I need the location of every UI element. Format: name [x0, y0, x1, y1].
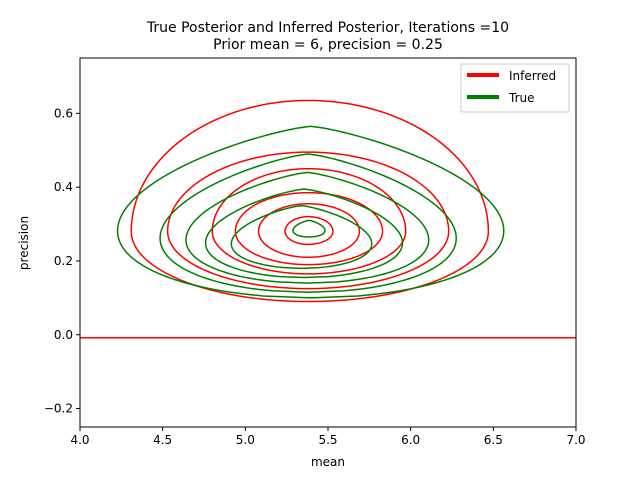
chart-subtitle: Prior mean = 6, precision = 0.25: [213, 37, 443, 53]
y-axis: −0.2 0.0 0.2 0.4 0.6: [44, 106, 80, 416]
x-tick-label: 5.0: [236, 433, 255, 447]
x-tick-label: 5.5: [318, 433, 337, 447]
y-tick-label: 0.0: [54, 328, 73, 342]
inferred-contour-1: [284, 215, 334, 246]
y-tick-label: 0.4: [54, 180, 73, 194]
true-contour-5: [159, 153, 457, 294]
x-tick-label: 4.5: [153, 433, 172, 447]
x-axis: 4.0 4.5 5.0 5.5 6.0 6.5 7.0: [70, 427, 586, 447]
legend: Inferred True: [460, 63, 570, 113]
true-contour-2: [230, 204, 373, 270]
y-tick-label: 0.2: [54, 254, 73, 268]
true-contour-1: [292, 219, 326, 238]
inferred-contour-5: [166, 151, 450, 290]
chart-title: True Posterior and Inferred Posterior, I…: [146, 20, 509, 36]
true-contour-6: [116, 125, 505, 299]
true-contour-4: [185, 171, 430, 284]
x-tick-label: 7.0: [566, 433, 585, 447]
inferred-contour-2: [257, 202, 361, 259]
legend-label-true: True: [508, 91, 535, 105]
y-axis-label: precision: [17, 216, 31, 270]
y-tick-label: 0.6: [54, 106, 73, 120]
y-tick-label: −0.2: [44, 402, 73, 416]
legend-label-inferred: Inferred: [509, 69, 556, 83]
x-axis-label: mean: [311, 455, 345, 469]
x-tick-label: 6.0: [401, 433, 420, 447]
x-tick-label: 4.0: [70, 433, 89, 447]
inferred-contour-3: [234, 191, 384, 266]
plot-marks: [80, 99, 576, 339]
inferred-contour-4: [211, 167, 407, 275]
inferred-contour-6: [130, 99, 490, 303]
x-tick-label: 6.5: [484, 433, 503, 447]
true-contour-3: [204, 188, 404, 279]
